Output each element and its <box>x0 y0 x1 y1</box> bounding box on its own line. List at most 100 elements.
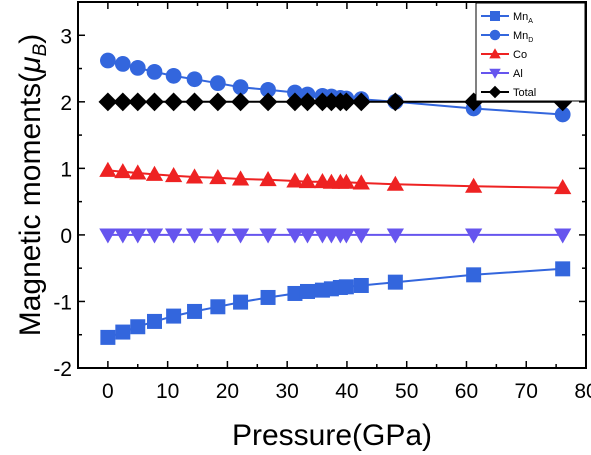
data-point-al <box>185 228 204 244</box>
data-point-mna <box>166 308 182 324</box>
data-point-total <box>336 92 356 112</box>
legend-label-subscript: D <box>528 37 533 44</box>
legend-label-name: Al <box>513 68 523 80</box>
x-tick-label: 10 <box>156 380 179 403</box>
data-point-al <box>554 228 572 244</box>
data-point-mnd <box>209 75 226 92</box>
series-mna <box>100 261 571 345</box>
legend-label-co: Co <box>513 49 527 61</box>
series-total <box>98 92 573 112</box>
data-point-mnd <box>260 81 276 98</box>
series-line-mna <box>107 267 563 339</box>
data-point-mna <box>353 277 369 293</box>
legend-item-total: Total <box>481 85 536 99</box>
legend-label-name: Total <box>513 87 536 99</box>
data-point-mnd <box>186 71 203 88</box>
x-tick-label: 30 <box>275 380 298 403</box>
legend-marker-mna <box>490 11 500 21</box>
data-point-mna <box>187 303 203 319</box>
data-point-mna <box>130 319 146 335</box>
data-point-mna <box>100 329 116 345</box>
data-point-total <box>113 92 133 112</box>
legend-label-mnd: MnD <box>513 30 533 44</box>
y-tick-label: 1 <box>60 158 72 181</box>
data-point-al <box>465 228 483 244</box>
legend-label-subscript: A <box>528 18 533 25</box>
data-point-al <box>386 228 404 244</box>
data-point-co <box>129 164 147 180</box>
data-point-total <box>231 92 250 112</box>
data-point-mna <box>299 283 315 299</box>
legend-label-mna: MnA <box>513 11 533 25</box>
data-point-mna <box>260 289 276 305</box>
legend-marker-total <box>488 85 502 99</box>
data-point-co <box>386 175 404 191</box>
data-point-co <box>337 173 355 189</box>
data-point-total <box>258 92 278 112</box>
data-point-mna <box>233 294 249 310</box>
data-point-co <box>554 179 572 195</box>
data-point-al <box>145 228 164 244</box>
data-point-co <box>164 167 183 183</box>
plot-frame <box>77 1 587 369</box>
legend-item-mnd: MnD <box>481 29 533 44</box>
y-tick-label: -2 <box>53 358 72 381</box>
data-point-mnd <box>114 56 131 72</box>
series-al <box>99 228 572 244</box>
data-point-mnd <box>554 106 571 123</box>
y-axis-label-symbol: μ <box>14 56 47 73</box>
data-point-co <box>465 177 483 193</box>
x-tick-label: 70 <box>515 380 538 403</box>
data-point-al <box>129 228 147 244</box>
data-point-mna <box>555 261 571 277</box>
legend-marker-al <box>489 68 501 79</box>
data-point-mnd <box>129 60 146 76</box>
data-point-total <box>285 92 305 112</box>
data-point-mna <box>210 299 226 315</box>
data-point-total <box>385 92 405 112</box>
data-point-al <box>99 228 117 244</box>
data-point-total <box>98 92 118 112</box>
data-point-mna <box>338 279 354 295</box>
data-point-al <box>259 228 277 244</box>
data-point-co <box>99 161 117 177</box>
x-tick-label: 50 <box>395 380 418 403</box>
data-point-mnd <box>165 67 182 84</box>
data-point-co <box>259 171 277 187</box>
y-tick-label: 2 <box>60 92 72 115</box>
data-point-al <box>298 228 317 244</box>
legend-marker-co <box>489 48 501 59</box>
data-point-mna <box>115 324 131 340</box>
data-point-total <box>185 92 204 112</box>
data-point-total <box>298 92 317 112</box>
legend-label-name: Mn <box>513 30 528 42</box>
data-point-mnd <box>146 63 163 80</box>
data-point-total <box>128 92 148 112</box>
legend-marker-mnd <box>489 29 501 41</box>
x-tick-label: 80 <box>574 380 591 403</box>
x-tick-label: 40 <box>335 380 358 403</box>
plot-area <box>98 52 573 345</box>
data-point-mna <box>466 267 482 283</box>
axis-ticks: 0 10 20 30 40 50 60 70 80 -2 -1 0 1 2 3 <box>53 1 591 403</box>
data-point-mnd <box>232 79 249 96</box>
x-tick-label: 0 <box>102 380 114 403</box>
data-point-al <box>286 228 304 244</box>
y-axis-label-text: Magnetic moments( <box>14 73 47 336</box>
x-axis-label: Pressure(GPa) <box>232 419 432 452</box>
x-tick-label: 60 <box>455 380 478 403</box>
legend-label-al: Al <box>513 68 523 80</box>
data-point-mna <box>146 313 162 329</box>
data-point-al <box>352 228 370 244</box>
y-tick-label: 0 <box>60 225 72 248</box>
data-point-total <box>351 92 371 112</box>
data-point-total <box>208 92 228 112</box>
legend-item-co: Co <box>481 48 527 61</box>
data-point-al <box>231 228 250 244</box>
legend-label-name: Co <box>513 49 527 61</box>
data-point-al <box>209 228 227 244</box>
data-point-al <box>114 228 132 244</box>
data-point-mnd <box>100 52 116 69</box>
